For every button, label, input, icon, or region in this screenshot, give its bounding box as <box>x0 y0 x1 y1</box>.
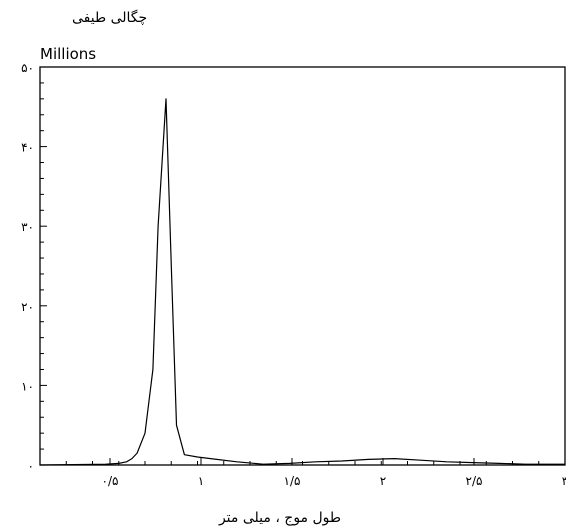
series-layer <box>39 98 565 466</box>
plot-area <box>39 66 566 466</box>
x-tick-label: ۰/۵ <box>102 474 119 488</box>
x-tick-label: ۲/۵ <box>466 474 483 488</box>
x-tick-label: ۲ <box>380 474 386 488</box>
y-tick-label: ۴۰ <box>21 141 34 155</box>
plot-frame <box>39 66 566 466</box>
y-tick-label: ۰ <box>28 459 34 473</box>
y-tick-label: ۲۰ <box>21 300 34 314</box>
x-tick-label: ۱ <box>198 474 204 488</box>
y-axis-ticks: ۰ ۱۰ ۲۰ ۳۰ ۴۰ ۵۰ <box>21 61 47 473</box>
y-tick-label: ۳۰ <box>21 220 34 234</box>
x-axis-label: طول موج ، میلی متر <box>218 510 341 526</box>
y-axis-unit: Millions <box>40 45 96 63</box>
x-tick-label: ۱/۵ <box>284 474 301 488</box>
y-tick-label: ۱۰ <box>21 379 34 393</box>
y-axis-label: چگالی طیفی <box>72 9 147 26</box>
y-tick-label: ۵۰ <box>21 61 34 75</box>
series-line-0 <box>39 98 565 466</box>
x-tick-label: ۳ <box>562 474 566 488</box>
